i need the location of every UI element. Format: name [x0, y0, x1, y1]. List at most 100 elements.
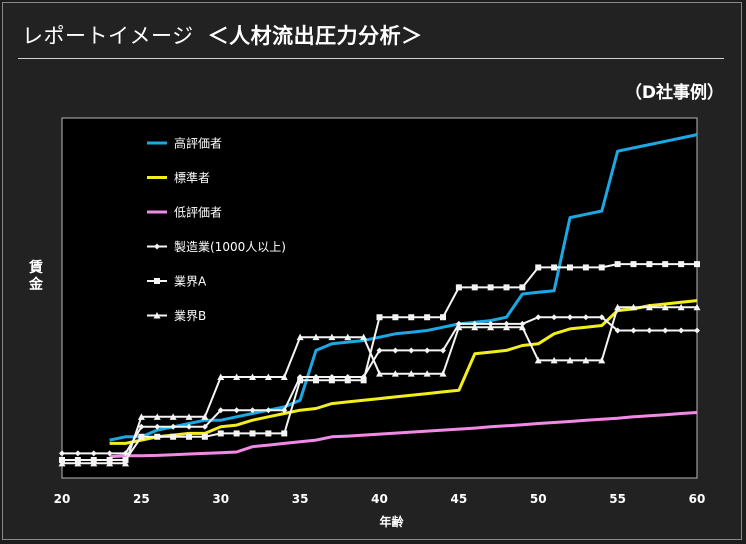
series-5-point [518, 323, 526, 331]
series-3-point [233, 407, 240, 414]
series-5-point [455, 323, 463, 331]
series-3-point [281, 407, 288, 414]
series-5-point [439, 370, 447, 377]
series-3-point [408, 347, 415, 354]
series-line-1 [109, 299, 698, 445]
series-5-point [153, 413, 161, 420]
series-4-point [535, 264, 542, 271]
plot-area [61, 117, 698, 479]
x-tick-label: 40 [371, 492, 388, 506]
series-3-point [567, 314, 573, 321]
series-4-point [201, 433, 208, 440]
y-axis-label-char: 賃 [28, 259, 43, 276]
series-5-point [169, 413, 177, 420]
x-tick-label: 50 [530, 492, 547, 506]
series-4-point [567, 264, 573, 271]
legend-marker [154, 243, 160, 250]
series-5-point [201, 413, 209, 420]
legend-label: 製造業(1000人以上) [174, 240, 286, 254]
series-5-point [503, 323, 510, 331]
series-4-point [313, 377, 319, 384]
series-4-point [471, 284, 478, 291]
series-4-point [217, 430, 224, 437]
series-5-point [185, 413, 193, 420]
case-caption: （D社事例） [624, 83, 724, 103]
series-3-point [249, 407, 256, 414]
x-tick-label: 35 [292, 492, 309, 506]
series-5-point [376, 370, 383, 377]
series-4-point [678, 261, 685, 268]
series-4-point [630, 261, 637, 268]
series-4-point [376, 314, 383, 321]
legend-marker [154, 278, 160, 284]
series-3-point [694, 327, 700, 334]
series-3-point [551, 314, 558, 321]
series-4-point [265, 430, 272, 437]
series-5-point [137, 413, 145, 420]
series-5-point [614, 303, 622, 311]
title-text: レポートイメージ [22, 24, 194, 48]
x-tick-label: 20 [54, 492, 71, 506]
series-4-point [233, 430, 240, 437]
series-5-point [423, 370, 431, 377]
series-5-point [233, 373, 241, 380]
series-3-point [138, 423, 145, 430]
series-3-point [106, 450, 113, 457]
series-4-point [598, 264, 605, 271]
series-5-point [74, 459, 82, 467]
series-4-point [360, 377, 367, 384]
series-4-point [408, 314, 415, 321]
series-3-point [424, 347, 431, 354]
series-4-point [392, 314, 399, 321]
series-3-point [392, 347, 399, 354]
legend-label: 業界B [174, 309, 206, 323]
series-5-point [645, 303, 653, 311]
series-3-point [122, 450, 129, 457]
series-5-point [471, 323, 479, 331]
series-4-point [170, 433, 177, 440]
series-5-point [534, 356, 542, 364]
series-4-point [186, 433, 192, 440]
title-divider [18, 58, 724, 59]
series-5-point [344, 333, 352, 341]
series-5-point [122, 459, 129, 467]
x-axis-label: 年齢 [379, 514, 404, 529]
series-5-point [630, 303, 637, 311]
series-5-point [487, 323, 495, 331]
series-3-point [217, 407, 224, 414]
series-5-point [328, 333, 336, 341]
series-3-point [186, 423, 192, 430]
series-3-point [662, 327, 669, 334]
series-4-point [249, 430, 256, 437]
series-4-point [455, 284, 462, 291]
series-5-point [296, 333, 304, 341]
series-3-point [440, 347, 446, 354]
series-3-point [598, 314, 605, 321]
series-4-point [582, 264, 589, 271]
series-3-point [201, 423, 208, 430]
series-5-point [280, 373, 288, 380]
series-3-point [614, 327, 621, 334]
x-tick-label: 55 [609, 492, 626, 506]
legend-label: 高評価者 [174, 136, 222, 151]
series-4-point [281, 430, 288, 437]
series-3-point [535, 314, 542, 321]
series-4-point [519, 284, 526, 291]
series-5-point [106, 459, 114, 467]
series-4-point [694, 261, 700, 268]
series-5-point [407, 370, 415, 377]
series-5-point [360, 333, 368, 341]
series-3-point [376, 347, 383, 354]
series-line-2 [109, 411, 698, 459]
x-tick-label: 30 [212, 492, 229, 506]
series-3-point [646, 327, 653, 334]
series-5-point [693, 303, 701, 311]
x-tick-label: 25 [133, 492, 150, 506]
series-4-point [424, 314, 431, 321]
subtitle-text: ＜人材流出圧力分析＞ [207, 24, 423, 48]
series-5-point [677, 303, 685, 311]
series-5-point [391, 370, 399, 377]
legend-label: 標準者 [174, 170, 210, 185]
series-4-point [344, 377, 351, 384]
